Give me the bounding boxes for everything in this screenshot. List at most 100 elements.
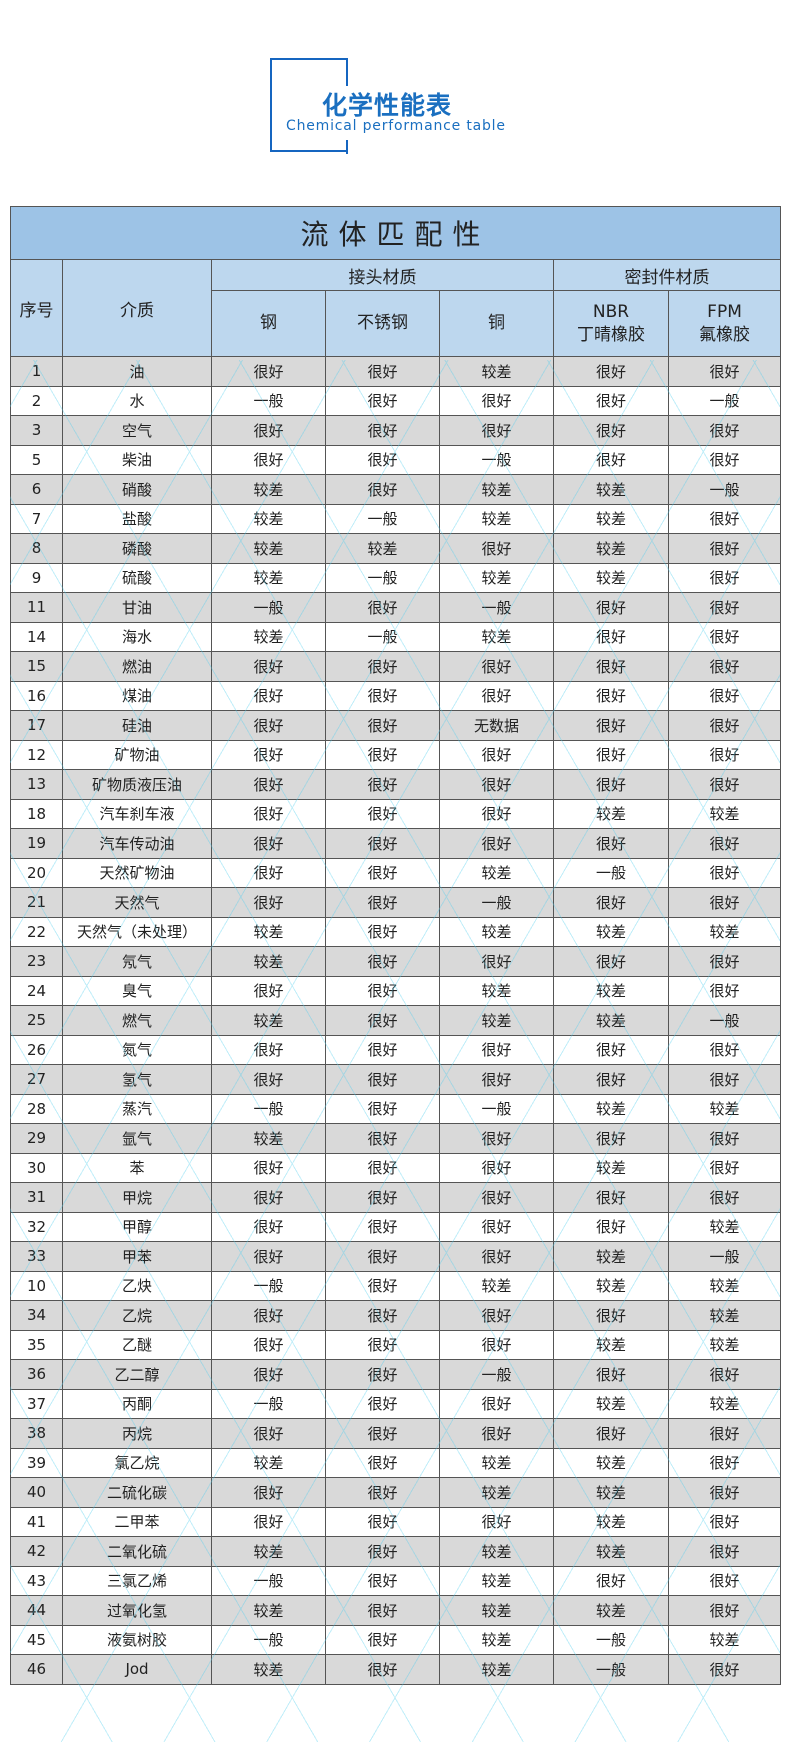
cell-no: 46 xyxy=(10,1654,63,1685)
cell-stainless: 很好 xyxy=(325,1064,440,1095)
table-row: 42 二氧化硫 较差 很好 较差 较差 很好 xyxy=(10,1536,782,1567)
cell-stainless: 很好 xyxy=(325,710,440,741)
cell-medium: 氖气 xyxy=(62,946,212,977)
cell-medium: 天然气 xyxy=(62,887,212,918)
cell-copper: 很好 xyxy=(439,533,554,564)
table-row: 26 氮气 很好 很好 很好 很好 很好 xyxy=(10,1034,782,1065)
cell-copper: 一般 xyxy=(439,1359,554,1390)
cell-nbr: 较差 xyxy=(553,798,669,829)
table-body: 1 油很好 很好 较差 很好 很好 2 水一般 很好 很好 很好 一般 3 空气 很好 很好 很好 很好 很好 5 柴油… xyxy=(10,356,782,1685)
cell-stainless: 很好 xyxy=(325,1152,440,1183)
cell-stainless: 很好 xyxy=(325,1093,440,1124)
cell-steel: 很好 xyxy=(211,680,326,711)
cell-medium: 磷酸 xyxy=(62,533,212,564)
cell-fpm: 一般 xyxy=(667,385,782,416)
cell-steel: 很好 xyxy=(211,828,326,859)
cell-nbr: 一般 xyxy=(553,857,669,888)
cell-nbr: 较差 xyxy=(553,1388,669,1419)
cell-copper: 较差 xyxy=(439,1447,554,1478)
cell-steel: 较差 xyxy=(211,916,326,947)
table-row: 12 矿物油 很好 很好 很好 很好 很好 xyxy=(10,739,782,770)
cell-medium: 油 xyxy=(62,356,212,387)
header-no: 序号 xyxy=(10,259,63,357)
page-title: 化学性能表 xyxy=(322,91,453,120)
cell-copper: 很好 xyxy=(439,828,554,859)
table-row: 29 氩气 较差 很好 很好 很好 很好 xyxy=(10,1123,782,1154)
cell-fpm: 很好 xyxy=(667,356,782,387)
cell-no: 37 xyxy=(10,1388,63,1419)
cell-nbr: 很好 xyxy=(553,887,669,918)
cell-medium: 丙烷 xyxy=(62,1418,212,1449)
cell-medium: 乙醚 xyxy=(62,1329,212,1360)
cell-medium: 柴油 xyxy=(62,444,212,475)
cell-steel: 较差 xyxy=(211,621,326,652)
cell-nbr: 较差 xyxy=(553,1270,669,1301)
cell-medium: 氮气 xyxy=(62,1034,212,1065)
cell-fpm: 较差 xyxy=(667,916,782,947)
table-row: 37 丙酮 一般 很好 很好 较差 较差 xyxy=(10,1388,782,1419)
cell-copper: 无数据 xyxy=(439,710,554,741)
cell-medium: 矿物质液压油 xyxy=(62,769,212,800)
cell-stainless: 很好 xyxy=(325,385,440,416)
cell-copper: 很好 xyxy=(439,415,554,446)
cell-fpm: 很好 xyxy=(667,946,782,977)
cell-stainless: 很好 xyxy=(325,1329,440,1360)
cell-copper: 很好 xyxy=(439,1418,554,1449)
cell-steel: 较差 xyxy=(211,533,326,564)
cell-nbr: 一般 xyxy=(553,1654,669,1685)
cell-stainless: 很好 xyxy=(325,769,440,800)
table-row: 20 天然矿物油 很好 很好 较差 一般 很好 xyxy=(10,857,782,888)
cell-no: 42 xyxy=(10,1536,63,1567)
cell-copper: 很好 xyxy=(439,385,554,416)
table-row: 40 二硫化碳 很好 很好 较差 较差 很好 xyxy=(10,1477,782,1508)
cell-copper: 很好 xyxy=(439,680,554,711)
cell-no: 19 xyxy=(10,828,63,859)
cell-nbr: 很好 xyxy=(553,680,669,711)
cell-no: 36 xyxy=(10,1359,63,1390)
cell-copper: 很好 xyxy=(439,1300,554,1331)
table-row: 38 丙烷 很好 很好 很好 很好 很好 xyxy=(10,1418,782,1449)
cell-copper: 很好 xyxy=(439,651,554,682)
cell-steel: 一般 xyxy=(211,1388,326,1419)
cell-medium: 汽车刹车液 xyxy=(62,798,212,829)
cell-medium: 氩气 xyxy=(62,1123,212,1154)
cell-fpm: 很好 xyxy=(667,1447,782,1478)
cell-steel: 很好 xyxy=(211,651,326,682)
cell-nbr: 很好 xyxy=(553,1182,669,1213)
cell-medium: 乙炔 xyxy=(62,1270,212,1301)
cell-no: 39 xyxy=(10,1447,63,1478)
table-row: 41 二甲苯 很好 很好 很好 较差 很好 xyxy=(10,1506,782,1537)
table-row: 45 液氨树胶 一般 很好 较差 一般 较差 xyxy=(10,1624,782,1655)
cell-no: 31 xyxy=(10,1182,63,1213)
table-row: 39 氯乙烷 较差 很好 较差 较差 很好 xyxy=(10,1447,782,1478)
header-fpm-code: FPM xyxy=(707,301,742,322)
cell-steel: 很好 xyxy=(211,710,326,741)
table-row: 32 甲醇 很好 很好 很好 很好 较差 xyxy=(10,1211,782,1242)
cell-nbr: 较差 xyxy=(553,916,669,947)
cell-fpm: 很好 xyxy=(667,1182,782,1213)
cell-stainless: 很好 xyxy=(325,680,440,711)
cell-nbr: 很好 xyxy=(553,444,669,475)
cell-no: 29 xyxy=(10,1123,63,1154)
header-copper: 铜 xyxy=(439,290,554,357)
cell-steel: 很好 xyxy=(211,887,326,918)
cell-copper: 较差 xyxy=(439,1654,554,1685)
cell-stainless: 很好 xyxy=(325,1123,440,1154)
cell-nbr: 较差 xyxy=(553,1005,669,1036)
table-row: 17 硅油 很好 很好 无数据 很好 很好 xyxy=(10,710,782,741)
table-row: 8 磷酸 较差 较差 很好 较差 很好 xyxy=(10,533,782,564)
cell-stainless: 很好 xyxy=(325,1211,440,1242)
cell-copper: 很好 xyxy=(439,739,554,770)
cell-nbr: 较差 xyxy=(553,1506,669,1537)
header-seal-material: 密封件材质 xyxy=(552,259,782,291)
header-medium: 介质 xyxy=(62,259,212,357)
cell-steel: 很好 xyxy=(211,1300,326,1331)
cell-stainless: 很好 xyxy=(325,1654,440,1685)
cell-stainless: 很好 xyxy=(325,975,440,1006)
cell-fpm: 较差 xyxy=(667,1300,782,1331)
cell-fpm: 较差 xyxy=(667,1093,782,1124)
cell-stainless: 很好 xyxy=(325,356,440,387)
cell-steel: 较差 xyxy=(211,1595,326,1626)
cell-stainless: 很好 xyxy=(325,946,440,977)
cell-medium: 臭气 xyxy=(62,975,212,1006)
